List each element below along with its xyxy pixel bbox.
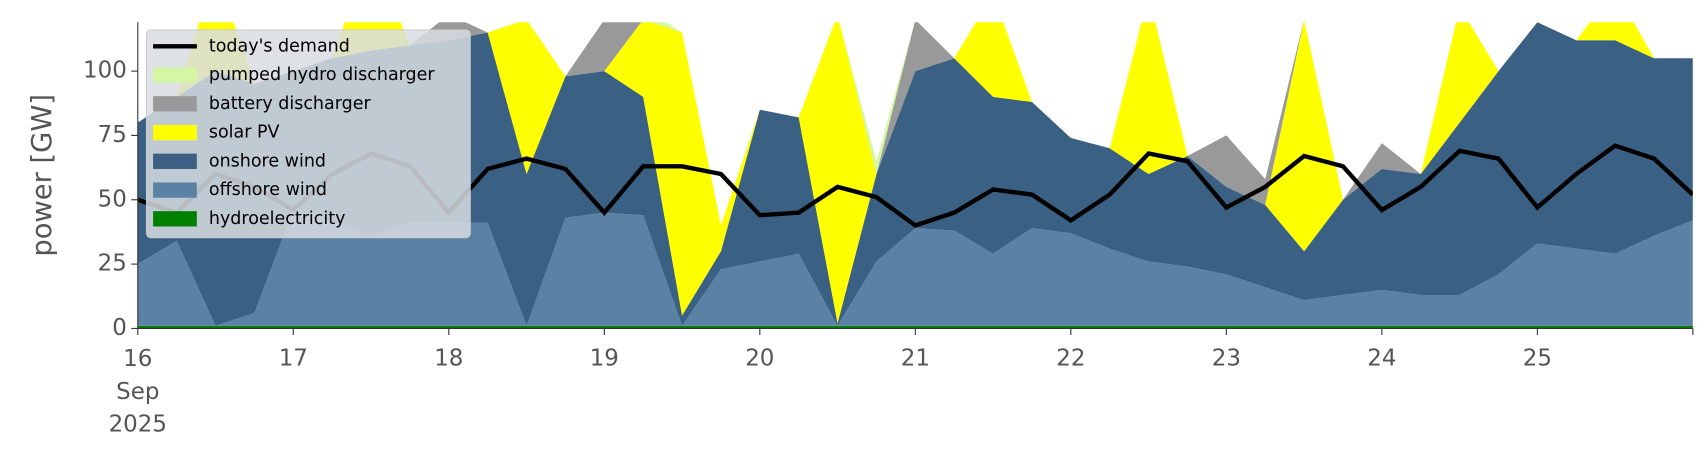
x-tick-label: 16 Sep 2025 xyxy=(109,346,167,438)
legend-box xyxy=(145,29,471,239)
y-tick-label: 75 xyxy=(98,122,127,148)
legend-swatch xyxy=(153,67,197,83)
y-tick-label: 25 xyxy=(98,251,127,277)
legend-label: offshore wind xyxy=(209,180,327,200)
legend-label: today's demand xyxy=(209,36,350,56)
area xyxy=(137,325,1693,329)
legend-label: solar PV xyxy=(209,123,280,143)
x-tick-label: 23 xyxy=(1212,346,1241,372)
legend-swatch xyxy=(153,211,197,227)
legend-label: onshore wind xyxy=(209,151,326,171)
legend-swatch xyxy=(153,153,197,169)
x-tick-label: 24 xyxy=(1367,346,1396,372)
x-tick-label: 19 xyxy=(590,346,619,372)
x-tick-label: 22 xyxy=(1056,346,1085,372)
legend-swatch xyxy=(153,96,197,112)
area xyxy=(137,22,1693,226)
legend-label: battery discharger xyxy=(209,94,372,114)
area xyxy=(137,210,1693,326)
legend-swatch xyxy=(153,182,197,198)
x-tick-label: 21 xyxy=(901,346,930,372)
y-tick-label: 50 xyxy=(98,186,127,212)
legend: today's demand pumped hydro discharger bat… xyxy=(145,29,471,239)
y-tick-label: 0 xyxy=(112,315,127,341)
area xyxy=(137,22,1693,326)
x-tick-label: 25 xyxy=(1523,346,1552,372)
y-tick-label: 100 xyxy=(83,58,127,84)
x-tick-label: 20 xyxy=(745,346,774,372)
y-axis-label: power [GW] xyxy=(27,94,58,257)
area xyxy=(137,22,1693,324)
legend-label: pumped hydro discharger xyxy=(209,65,436,85)
legend-swatch xyxy=(153,124,197,141)
x-tick-label: 18 xyxy=(434,346,463,372)
x-tick-label: 17 xyxy=(279,346,308,372)
legend-label: hydroelectricity xyxy=(209,209,346,229)
